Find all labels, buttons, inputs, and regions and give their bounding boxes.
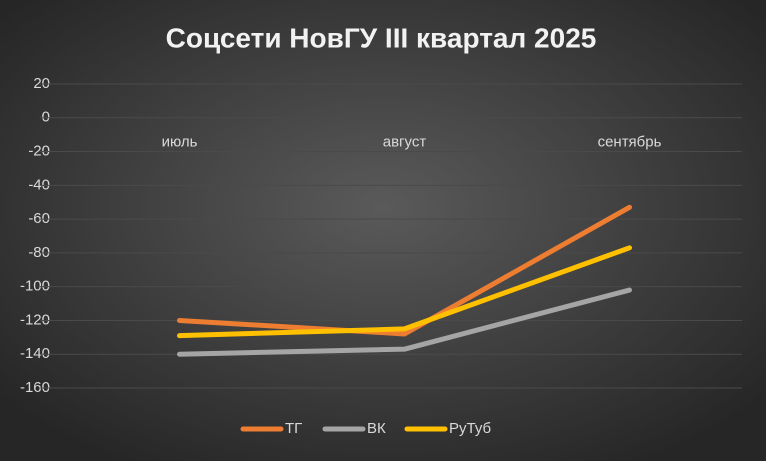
legend-label: РуТуб [449, 420, 491, 437]
x-tick-label: август [383, 134, 427, 151]
series-line [177, 245, 632, 339]
y-tick-label: -120 [20, 311, 50, 328]
legend-label: ВК [367, 420, 386, 437]
series-line [177, 287, 632, 357]
y-tick-label: -140 [20, 345, 50, 362]
y-tick-label: -160 [20, 379, 50, 396]
y-tick-label: -100 [20, 278, 50, 295]
y-tick-label: 0 [42, 109, 50, 126]
y-tick-label: -40 [28, 176, 50, 193]
legend-label: ТГ [285, 420, 302, 437]
x-tick-label: июль [162, 134, 198, 151]
chart-title: Соцсети НовГУ III квартал 2025 [166, 22, 597, 53]
y-tick-label: -60 [28, 210, 50, 227]
y-tick-label: -80 [28, 244, 50, 261]
y-tick-label: -20 [28, 143, 50, 160]
y-tick-label: 20 [33, 75, 50, 92]
x-tick-label: сентябрь [598, 134, 662, 151]
series-line [177, 204, 632, 337]
